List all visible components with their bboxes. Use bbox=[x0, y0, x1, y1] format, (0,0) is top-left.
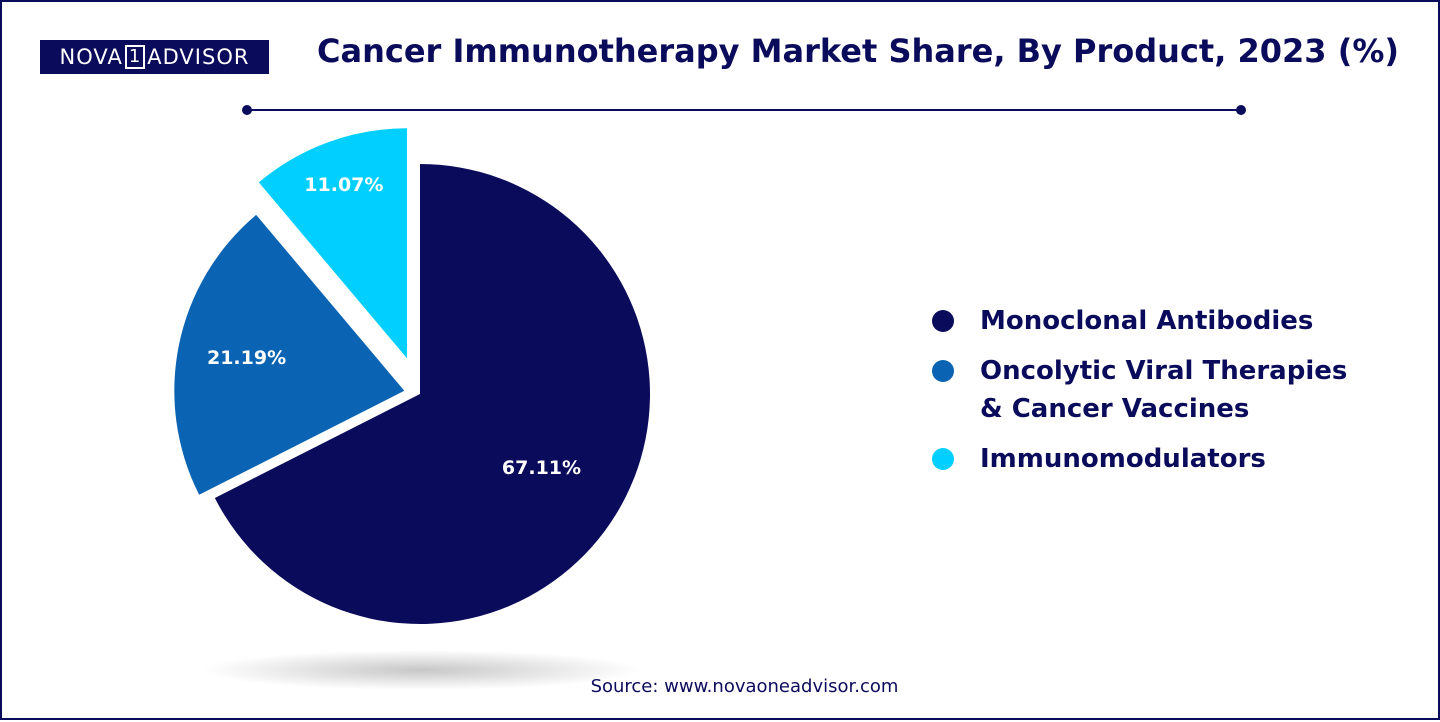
legend-item-monoclonal: Monoclonal Antibodies bbox=[932, 302, 1402, 340]
pie-slice-oncolytic bbox=[174, 214, 405, 495]
chart-title: Cancer Immunotherapy Market Share, By Pr… bbox=[317, 32, 1400, 70]
pie-slice-immunomodulators bbox=[258, 128, 407, 359]
legend-item-oncolytic: Oncolytic Viral Therapies & Cancer Vacci… bbox=[932, 352, 1402, 428]
pie-shadow bbox=[202, 650, 642, 690]
legend-label-immunomodulators: Immunomodulators bbox=[980, 444, 1266, 474]
legend-item-immunomodulators: Immunomodulators bbox=[932, 440, 1402, 478]
legend-swatch-monoclonal bbox=[932, 310, 954, 332]
legend-swatch-oncolytic bbox=[932, 360, 954, 382]
brand-logo: NOVA 1 ADVISOR bbox=[40, 40, 269, 74]
slice-label-monoclonal: 67.11% bbox=[502, 457, 581, 479]
logo-text-nova: NOVA bbox=[59, 45, 123, 69]
title-divider bbox=[246, 109, 1242, 111]
slice-label-oncolytic: 21.19% bbox=[207, 347, 286, 369]
source-note: Source: www.novaoneadvisor.com bbox=[590, 676, 899, 697]
legend-label-oncolytic: Oncolytic Viral Therapies & Cancer Vacci… bbox=[980, 356, 1348, 424]
slice-label-immunomodulators: 11.07% bbox=[304, 174, 383, 196]
divider-dot-right bbox=[1236, 105, 1246, 115]
legend-label-monoclonal: Monoclonal Antibodies bbox=[980, 306, 1314, 336]
legend-swatch-immunomodulators bbox=[932, 448, 954, 470]
logo-text-one: 1 bbox=[124, 45, 146, 69]
legend: Monoclonal Antibodies Oncolytic Viral Th… bbox=[932, 302, 1402, 490]
logo-text-advisor: ADVISOR bbox=[147, 45, 250, 69]
divider-dot-left bbox=[242, 105, 252, 115]
pie-slice-monoclonal bbox=[214, 164, 650, 624]
